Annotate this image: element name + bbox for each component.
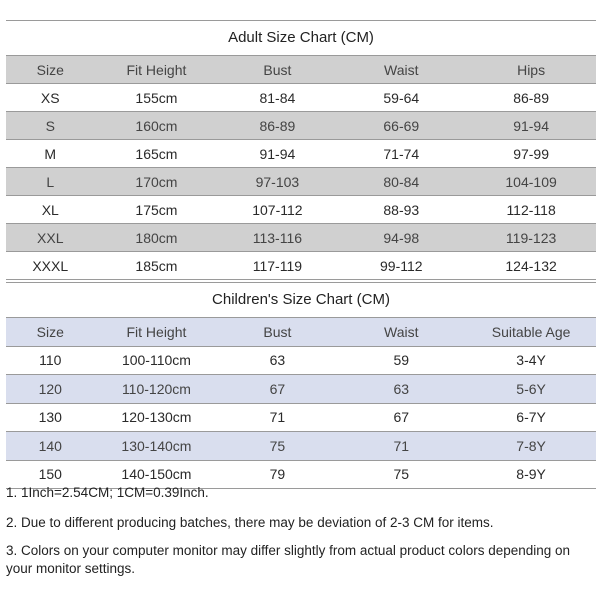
table-row: 110 100-110cm 63 59 3-4Y	[6, 346, 596, 375]
table-cell: 71	[218, 403, 337, 432]
table-cell: 175cm	[94, 195, 219, 224]
table-row: L 170cm 97-103 80-84 104-109	[6, 167, 596, 196]
table-cell: XXXL	[6, 251, 95, 280]
table-cell: 59-64	[336, 83, 467, 112]
table-row: 150 140-150cm 79 75 8-9Y	[6, 460, 596, 489]
table-cell: 79	[218, 460, 337, 489]
table-cell: 107-112	[218, 195, 337, 224]
children-size-table: Size Fit Height Bust Waist Suitable Age …	[6, 318, 596, 489]
column-header: Suitable Age	[466, 318, 596, 347]
table-cell: 5-6Y	[466, 374, 596, 404]
adult-size-chart: Adult Size Chart (CM) Size Fit Height Bu…	[6, 20, 596, 280]
column-header: Bust	[218, 56, 337, 84]
table-cell: XS	[6, 83, 95, 112]
table-cell: XL	[6, 195, 95, 224]
children-size-chart: Children's Size Chart (CM) Size Fit Heig…	[6, 282, 596, 489]
table-cell: 170cm	[94, 167, 219, 196]
table-row: 140 130-140cm 75 71 7-8Y	[6, 431, 596, 461]
size-notes: 1. 1Inch=2.54CM; 1CM=0.39Inch. 2. Due to…	[6, 484, 596, 578]
table-cell: 124-132	[466, 251, 596, 280]
table-cell: 112-118	[466, 195, 596, 224]
table-cell: 63	[218, 346, 337, 375]
table-cell: 110-120cm	[94, 374, 219, 404]
table-cell: 104-109	[466, 167, 596, 196]
table-cell: 80-84	[336, 167, 467, 196]
column-header: Fit Height	[94, 56, 219, 84]
table-cell: 99-112	[336, 251, 467, 280]
note-batch-deviation: 2. Due to different producing batches, t…	[6, 515, 494, 530]
column-header: Size	[6, 318, 95, 347]
table-header-row: Size Fit Height Bust Waist Hips	[6, 56, 596, 84]
table-cell: 117-119	[218, 251, 337, 280]
table-cell: 59	[336, 346, 467, 375]
table-cell: 91-94	[218, 139, 337, 168]
table-cell: 67	[218, 374, 337, 404]
table-cell: 7-8Y	[466, 431, 596, 461]
table-row: 130 120-130cm 71 67 6-7Y	[6, 403, 596, 432]
table-cell: 165cm	[94, 139, 219, 168]
table-cell: 63	[336, 374, 467, 404]
table-row: XXXL 185cm 117-119 99-112 124-132	[6, 251, 596, 280]
note-unit-conversion: 1. 1Inch=2.54CM; 1CM=0.39Inch.	[6, 485, 209, 500]
table-cell: 81-84	[218, 83, 337, 112]
column-header: Fit Height	[94, 318, 219, 347]
table-cell: 75	[218, 431, 337, 461]
note-monitor-colors: 3. Colors on your computer monitor may d…	[6, 543, 571, 576]
table-cell: 6-7Y	[466, 403, 596, 432]
table-cell: 113-116	[218, 223, 337, 252]
column-header: Waist	[336, 56, 467, 84]
table-cell: 88-93	[336, 195, 467, 224]
table-header-row: Size Fit Height Bust Waist Suitable Age	[6, 318, 596, 347]
table-cell: 71-74	[336, 139, 467, 168]
table-cell: S	[6, 111, 95, 140]
column-header: Bust	[218, 318, 337, 347]
table-cell: 120-130cm	[94, 403, 219, 432]
table-row: S 160cm 86-89 66-69 91-94	[6, 111, 596, 140]
table-cell: 155cm	[94, 83, 219, 112]
table-cell: 71	[336, 431, 467, 461]
adult-size-table: Size Fit Height Bust Waist Hips XS 155cm…	[6, 56, 596, 280]
table-cell: XXL	[6, 223, 95, 252]
table-cell: 66-69	[336, 111, 467, 140]
table-cell: 75	[336, 460, 467, 489]
table-cell: 91-94	[466, 111, 596, 140]
table-cell: 120	[6, 374, 95, 404]
table-cell: 97-99	[466, 139, 596, 168]
table-cell: 130-140cm	[94, 431, 219, 461]
table-cell: 94-98	[336, 223, 467, 252]
table-cell: 3-4Y	[466, 346, 596, 375]
table-cell: 8-9Y	[466, 460, 596, 489]
table-cell: 185cm	[94, 251, 219, 280]
column-header: Size	[6, 56, 95, 84]
table-row: XL 175cm 107-112 88-93 112-118	[6, 195, 596, 224]
table-row: XXL 180cm 113-116 94-98 119-123	[6, 223, 596, 252]
table-cell: 180cm	[94, 223, 219, 252]
table-cell: M	[6, 139, 95, 168]
table-cell: 110	[6, 346, 95, 375]
children-chart-title: Children's Size Chart (CM)	[6, 282, 596, 318]
table-cell: L	[6, 167, 95, 196]
table-row: 120 110-120cm 67 63 5-6Y	[6, 374, 596, 404]
table-cell: 100-110cm	[94, 346, 219, 375]
column-header: Waist	[336, 318, 467, 347]
table-cell: 160cm	[94, 111, 219, 140]
column-header: Hips	[466, 56, 596, 84]
table-cell: 150	[6, 460, 95, 489]
table-cell: 130	[6, 403, 95, 432]
table-row: M 165cm 91-94 71-74 97-99	[6, 139, 596, 168]
adult-chart-title: Adult Size Chart (CM)	[6, 20, 596, 56]
table-cell: 86-89	[218, 111, 337, 140]
table-cell: 140-150cm	[94, 460, 219, 489]
table-cell: 67	[336, 403, 467, 432]
table-cell: 140	[6, 431, 95, 461]
table-cell: 86-89	[466, 83, 596, 112]
table-cell: 97-103	[218, 167, 337, 196]
table-row: XS 155cm 81-84 59-64 86-89	[6, 83, 596, 112]
table-cell: 119-123	[466, 223, 596, 252]
